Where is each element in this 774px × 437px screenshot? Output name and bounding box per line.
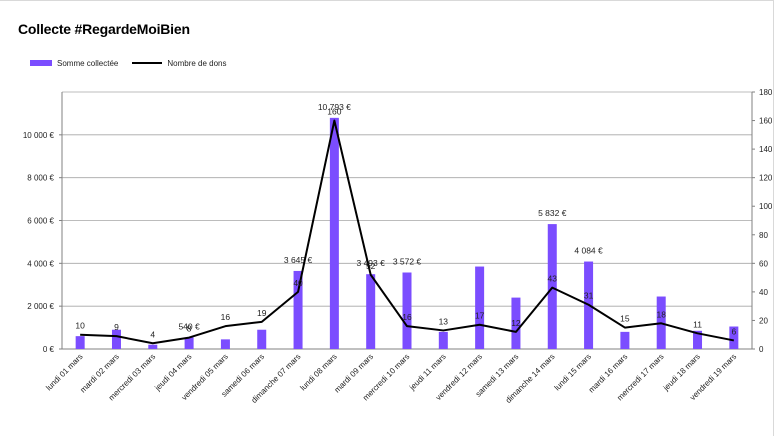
y-left-tick-label: 10 000 € [23,131,55,140]
bar [547,224,557,349]
line-data-label: 43 [548,274,558,284]
bar [111,329,121,349]
x-tick-label: lundi 01 mars [44,352,84,392]
bar [257,329,267,349]
y-right-tick-label: 160 [759,117,773,126]
bar-data-label: 10 793 € [318,102,351,112]
line-data-label: 16 [402,312,412,322]
line-data-label: 16 [221,312,231,322]
bar [693,330,703,349]
legend-swatch-line [132,62,163,64]
bar [511,297,521,349]
bar [148,344,158,349]
line-data-label: 9 [114,322,119,332]
line-data-label: 10 [75,321,85,331]
bar [475,266,485,349]
bar-data-label: 3 493 € [356,258,385,268]
line-data-label: 160 [327,107,341,117]
y-right-tick-label: 180 [759,88,773,97]
line-data-label: 52 [366,261,376,271]
chart-title: Collecte #RegardeMoiBien [18,21,190,37]
bar [329,117,339,349]
bar-data-label: 5 832 € [538,208,567,218]
y-right-tick-label: 40 [759,288,768,297]
x-tick-label: lundi 15 mars [553,352,593,392]
y-right-tick-label: 0 [759,345,764,354]
line-data-label: 19 [257,308,267,318]
line-data-label: 40 [293,278,303,288]
line-data-label: 6 [731,326,736,336]
y-left-tick-label: 2 000 € [27,302,54,311]
line-data-label: 31 [584,291,594,301]
line-data-label: 4 [150,329,155,339]
legend-label-line: Nombre de dons [167,58,227,68]
bar [220,339,230,349]
y-right-tick-label: 20 [759,316,768,325]
legend-swatch-bars [30,60,52,66]
line-data-label: 15 [620,314,630,324]
series-line [80,119,735,345]
y-left-tick-label: 6 000 € [27,217,54,226]
x-tick-label: jeudi 11 mars [407,352,448,393]
y-right-tick-label: 120 [759,174,773,183]
y-right-tick-label: 140 [759,145,773,154]
line-data-label: 17 [475,311,485,321]
bar-data-label: 3 572 € [393,256,422,266]
line-data-label: 13 [439,316,449,326]
legend-label-bars: Somme collectée [57,58,119,68]
bar [620,331,630,349]
bar [366,274,376,349]
y-right-tick-label: 100 [759,202,773,211]
y-right-tick-label: 80 [759,231,768,240]
bar [184,337,194,349]
line-data-label: 11 [693,319,702,329]
bar [438,331,448,349]
bar [402,272,412,349]
line-data-label: 8 [187,324,192,334]
legend: Somme collectée Nombre de dons [30,57,227,69]
bar-data-label: 3 645 € [284,255,313,265]
bar-data-label: 4 084 € [574,246,603,256]
bar [729,326,739,349]
bar [75,336,85,349]
line-data-label: 12 [511,318,521,328]
y-left-tick-label: 4 000 € [27,259,54,268]
bar [293,270,303,349]
y-left-tick-label: 0 € [43,345,55,354]
y-right-tick-label: 60 [759,259,768,268]
bar-data-label: 540 € [178,321,200,331]
line-data-label: 18 [656,309,666,319]
y-left-tick-label: 8 000 € [27,174,54,183]
x-tick-label: lundi 08 mars [298,352,338,392]
